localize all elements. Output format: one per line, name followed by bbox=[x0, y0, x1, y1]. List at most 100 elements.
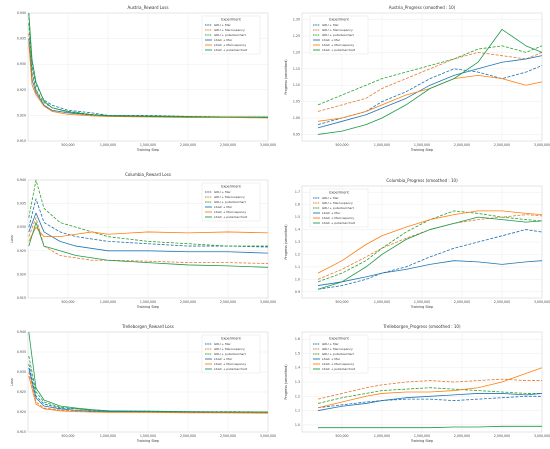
legend-entry: GRU + Mar bbox=[214, 342, 231, 346]
x-tick-label: 2,000,000 bbox=[454, 434, 470, 438]
y-tick-label: 0.95 bbox=[293, 132, 300, 136]
x-tick-label: 1,500,000 bbox=[414, 143, 430, 147]
x-tick-label: 1,500,000 bbox=[140, 434, 156, 438]
legend-entry: LSGC + puterbarchart bbox=[214, 48, 248, 52]
chart-panel-3: Columbia_Progress (smoothed : 10) 1.7 1.6 1… bbox=[284, 178, 550, 309]
x-tick-label: 1,000,000 bbox=[100, 300, 116, 304]
x-tick-label: 2,500,000 bbox=[494, 143, 510, 147]
legend-entry: LSGC + Mar bbox=[214, 357, 233, 361]
chart-title: Trelleborgen_Reward Loss bbox=[121, 324, 174, 329]
chart-panel-4: Trelleborgen_Reward Loss 0.940 0.935 0.930 0… bbox=[10, 324, 276, 443]
chart-panel-1: Austria_Progress (smoothed : 10) 1.30 1.25… bbox=[284, 5, 550, 152]
legend-title: Experiment bbox=[329, 18, 349, 22]
y-tick-label: 1.6 bbox=[295, 203, 300, 207]
y-tick-label: 0.930 bbox=[17, 225, 26, 229]
legend-entry: LSGC + puterbarchart bbox=[322, 367, 356, 371]
series-line-4 bbox=[28, 226, 269, 242]
x-tick-label: 1,500,000 bbox=[140, 300, 156, 304]
y-axis-label: Loss bbox=[10, 378, 14, 386]
y-axis-label: Progress (smoothed) bbox=[284, 224, 288, 260]
legend-title: Experiment bbox=[221, 337, 241, 341]
legend-entry: GRU + Marcuspancy bbox=[322, 347, 353, 351]
y-tick-label: 1.2 bbox=[295, 394, 300, 398]
y-tick-label: 0.9 bbox=[295, 290, 300, 294]
legend-title: Experiment bbox=[221, 185, 241, 189]
x-tick-label: 1,500,000 bbox=[140, 143, 156, 147]
y-axis-label: Loss bbox=[10, 235, 14, 243]
chart-panel-5: Trelleborgen_Progress (smoothed : 10) 1.6… bbox=[284, 324, 550, 443]
x-tick-label: 3,000,000 bbox=[534, 434, 550, 438]
legend-entry: LSGC + Marcuspancy bbox=[214, 362, 246, 366]
y-tick-label: 0.920 bbox=[17, 410, 26, 414]
x-tick-label: 1,500,000 bbox=[414, 300, 430, 304]
legend-entry: GRU + Marcuspancy bbox=[322, 201, 353, 205]
y-axis-label: Progress (smoothed) bbox=[284, 364, 288, 400]
y-tick-label: 1.00 bbox=[293, 116, 300, 120]
y-tick-label: 0.930 bbox=[17, 370, 26, 374]
chart-title: Austria_Progress (smoothed : 10) bbox=[389, 5, 456, 10]
x-tick-label: 1,500,000 bbox=[414, 434, 430, 438]
series-line-0 bbox=[317, 229, 543, 290]
legend-box bbox=[309, 15, 369, 55]
series-line-5 bbox=[28, 222, 269, 268]
x-axis-label: Training Step bbox=[410, 148, 433, 152]
series-line-1 bbox=[317, 51, 543, 112]
legend-entry: LSGC + Marcuspancy bbox=[214, 210, 246, 214]
y-tick-label: 0.940 bbox=[17, 11, 26, 15]
y-tick-label: 1.3 bbox=[295, 240, 300, 244]
x-axis-label: Training Step bbox=[410, 305, 433, 309]
series-line-3 bbox=[317, 393, 543, 411]
y-tick-label: 1.20 bbox=[293, 50, 300, 54]
y-tick-label: 1.6 bbox=[295, 337, 300, 341]
legend-entry: GRU + Mar bbox=[322, 196, 339, 200]
y-tick-label: 0.920 bbox=[17, 113, 26, 117]
legend-entry: LSGC + Marcuspancy bbox=[322, 216, 354, 220]
legend-entry: GRU + Mar bbox=[322, 342, 339, 346]
chart-panel-0: Austria_Reward Loss 0.940 0.935 0.930 0.925 0… bbox=[17, 5, 276, 152]
legend-entry: GRU + puterbarchart bbox=[214, 352, 247, 356]
x-axis-label: Training Step bbox=[136, 439, 159, 443]
x-tick-label: 500,000 bbox=[335, 434, 348, 438]
y-tick-label: 1.0 bbox=[295, 277, 300, 281]
chart-panel-2: Columbia_Reward Loss 0.940 0.935 0.930 0.925… bbox=[10, 172, 276, 309]
legend-entry: LSGC + Mar bbox=[214, 38, 233, 42]
y-tick-label: 0.940 bbox=[17, 178, 26, 182]
y-tick-label: 1.0 bbox=[295, 423, 300, 427]
chart-title: Austria_Reward Loss bbox=[127, 5, 168, 10]
series-line-1 bbox=[317, 378, 542, 400]
legend-entry: GRU + Marcuspancy bbox=[214, 28, 245, 32]
x-tick-label: 2,500,000 bbox=[220, 300, 236, 304]
series-line-5 bbox=[28, 12, 269, 118]
legend-entry: GRU + Marcuspancy bbox=[214, 195, 245, 199]
legend-entry: LSGC + Mar bbox=[322, 357, 341, 361]
x-tick-label: 1,000,000 bbox=[100, 434, 116, 438]
legend-entry: GRU + puterbarchart bbox=[322, 33, 355, 37]
y-tick-label: 1.2 bbox=[295, 252, 300, 256]
y-tick-label: 0.935 bbox=[17, 37, 26, 41]
legend-entry: GRU + Mar bbox=[214, 190, 231, 194]
series-line-3 bbox=[317, 260, 543, 286]
legend-entry: GRU + puterbarchart bbox=[214, 33, 247, 37]
y-tick-label: 1.5 bbox=[295, 215, 300, 219]
series-line-3 bbox=[28, 212, 269, 254]
x-tick-label: 3,000,000 bbox=[260, 143, 276, 147]
y-tick-label: 1.4 bbox=[295, 366, 300, 370]
x-tick-label: 3,000,000 bbox=[260, 434, 276, 438]
x-tick-label: 2,500,000 bbox=[220, 434, 236, 438]
series-line-2 bbox=[317, 45, 543, 106]
y-tick-label: 0.915 bbox=[17, 430, 26, 434]
y-tick-label: 0.925 bbox=[17, 390, 26, 394]
legend-box bbox=[201, 182, 261, 222]
series-line-2 bbox=[317, 387, 542, 404]
y-tick-label: 0.935 bbox=[17, 350, 26, 354]
legend-box bbox=[201, 15, 261, 55]
x-tick-label: 2,500,000 bbox=[494, 434, 510, 438]
x-tick-label: 2,500,000 bbox=[494, 300, 510, 304]
x-tick-label: 2,000,000 bbox=[180, 434, 196, 438]
y-tick-label: 1.4 bbox=[295, 228, 300, 232]
series-line-1 bbox=[28, 217, 269, 264]
y-tick-label: 0.925 bbox=[17, 88, 26, 92]
chart-title: Columbia_Progress (smoothed : 10) bbox=[386, 178, 458, 183]
series-line-4 bbox=[317, 210, 543, 274]
